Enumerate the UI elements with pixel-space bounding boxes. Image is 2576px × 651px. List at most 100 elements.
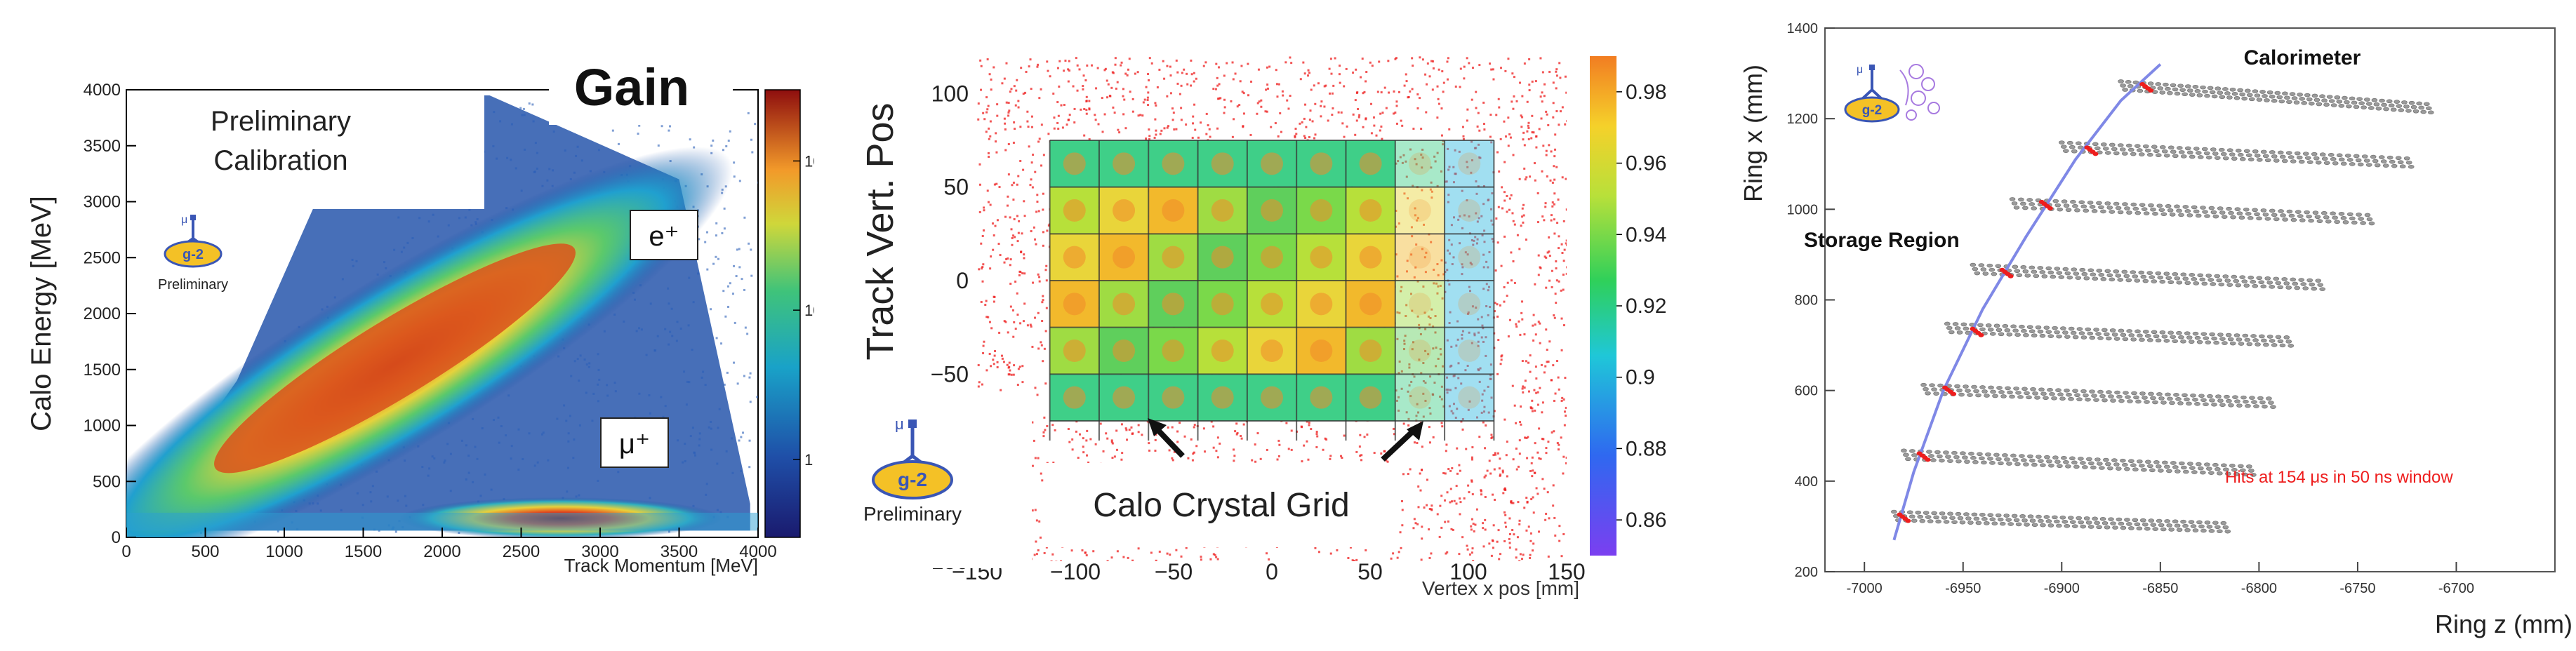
scatter-point xyxy=(1441,425,1444,428)
noise-dot xyxy=(340,509,343,511)
noise-dot xyxy=(633,298,636,301)
scatter-point xyxy=(1525,529,1528,532)
scatter-point xyxy=(1520,405,1522,408)
scatter-point xyxy=(978,163,981,166)
scatter-point xyxy=(1287,107,1290,110)
noise-dot xyxy=(743,288,746,291)
scatter-point xyxy=(1010,88,1013,90)
scatter-point xyxy=(1467,408,1470,411)
scatter-point xyxy=(1393,427,1395,430)
crystal-hotspot xyxy=(1310,386,1333,409)
noise-dot xyxy=(702,370,705,373)
calorimeter-crystal xyxy=(2342,220,2349,224)
scatter-point xyxy=(1004,215,1007,218)
calorimeter-crystal xyxy=(2259,400,2266,405)
scatter-point xyxy=(1461,337,1463,340)
calorimeter-crystal xyxy=(2026,395,2032,400)
calorimeter-crystal xyxy=(2043,515,2050,519)
scatter-point xyxy=(1013,218,1016,221)
calorimeter-crystal xyxy=(2153,334,2160,339)
scatter-point xyxy=(1489,135,1492,138)
scatter-point xyxy=(1004,321,1007,323)
scatter-point xyxy=(1515,323,1518,326)
calorimeter-crystal xyxy=(2208,529,2215,533)
scatter-point xyxy=(1442,273,1445,276)
x-tick-label: 4000 xyxy=(739,542,776,561)
noise-dot xyxy=(675,340,678,342)
scatter-point xyxy=(1544,206,1547,208)
scatter-point xyxy=(1482,327,1485,330)
calorimeter-crystal xyxy=(2047,334,2054,338)
scatter-point xyxy=(1479,156,1482,159)
scatter-point xyxy=(1485,336,1487,339)
calorimeter-crystal xyxy=(2123,274,2130,278)
scatter-point xyxy=(1427,353,1430,356)
noise-dot xyxy=(500,424,503,427)
scatter-point xyxy=(980,242,983,245)
scatter-point xyxy=(1405,270,1408,273)
scatter-point xyxy=(1054,429,1056,431)
scatter-point xyxy=(1508,133,1511,136)
calorimeter-crystal xyxy=(2240,395,2247,400)
calorimeter-crystal xyxy=(2130,152,2137,156)
scatter-point xyxy=(1033,553,1036,556)
scatter-point xyxy=(1551,205,1554,208)
scatter-point xyxy=(1526,100,1529,103)
calorimeter-crystal xyxy=(2290,277,2297,282)
calorimeter-crystal xyxy=(2080,461,2086,465)
scatter-point xyxy=(1473,530,1475,532)
scatter-point xyxy=(1266,83,1269,86)
scatter-point xyxy=(1482,123,1485,126)
noise-dot xyxy=(397,216,400,219)
scatter-point xyxy=(1330,72,1333,75)
scatter-point xyxy=(1476,416,1479,419)
scatter-point xyxy=(1448,128,1451,130)
scatter-point xyxy=(1001,354,1004,357)
scatter-point xyxy=(1068,69,1071,72)
scatter-point xyxy=(1565,415,1567,417)
scatter-point xyxy=(1358,445,1361,448)
scatter-point xyxy=(1477,112,1480,114)
scatter-point xyxy=(1124,72,1127,75)
calorimeter-crystal xyxy=(2273,159,2280,163)
scatter-point xyxy=(1219,442,1221,445)
scatter-point xyxy=(1483,410,1486,413)
scatter-point xyxy=(1366,433,1369,436)
calorimeter-crystal xyxy=(2156,203,2163,208)
calorimeter-crystal xyxy=(2300,282,2307,286)
scatter-point xyxy=(1420,469,1423,471)
calorimeter-crystal xyxy=(2150,396,2156,401)
scatter-point xyxy=(1387,60,1390,62)
calorimeter-crystal xyxy=(2091,209,2098,213)
calorimeter-crystal xyxy=(2204,462,2210,467)
calorimeter-crystal xyxy=(2302,152,2309,156)
calorimeter-crystal xyxy=(2194,401,2200,406)
scatter-point xyxy=(1216,98,1219,100)
noise-dot xyxy=(691,349,693,351)
calorimeter-crystal xyxy=(2308,218,2314,223)
scatter-point xyxy=(1496,315,1499,318)
scatter-point xyxy=(1565,208,1567,211)
calorimeter-crystal xyxy=(2349,162,2356,166)
noise-dot xyxy=(444,459,446,462)
scatter-point xyxy=(1007,195,1009,198)
scatter-point xyxy=(1053,127,1056,130)
scatter-point xyxy=(1536,391,1539,394)
calorimeter-crystal xyxy=(2019,454,2025,458)
scatter-point xyxy=(1529,556,1532,559)
scatter-point xyxy=(1040,344,1043,347)
scatter-point xyxy=(1526,130,1529,133)
scatter-point xyxy=(1432,436,1435,438)
scatter-point xyxy=(1489,377,1492,380)
logo-caption: Preliminary xyxy=(863,503,962,525)
scatter-point xyxy=(1266,448,1268,451)
scatter-point xyxy=(1461,330,1464,333)
scatter-point xyxy=(1046,229,1049,232)
scatter-point xyxy=(1051,424,1054,427)
crystal-hotspot xyxy=(1211,152,1234,175)
scatter-point xyxy=(1280,130,1282,133)
noise-dot xyxy=(403,246,406,249)
scatter-point xyxy=(1112,106,1115,109)
scatter-point xyxy=(1026,120,1029,123)
scatter-point xyxy=(1085,454,1088,457)
